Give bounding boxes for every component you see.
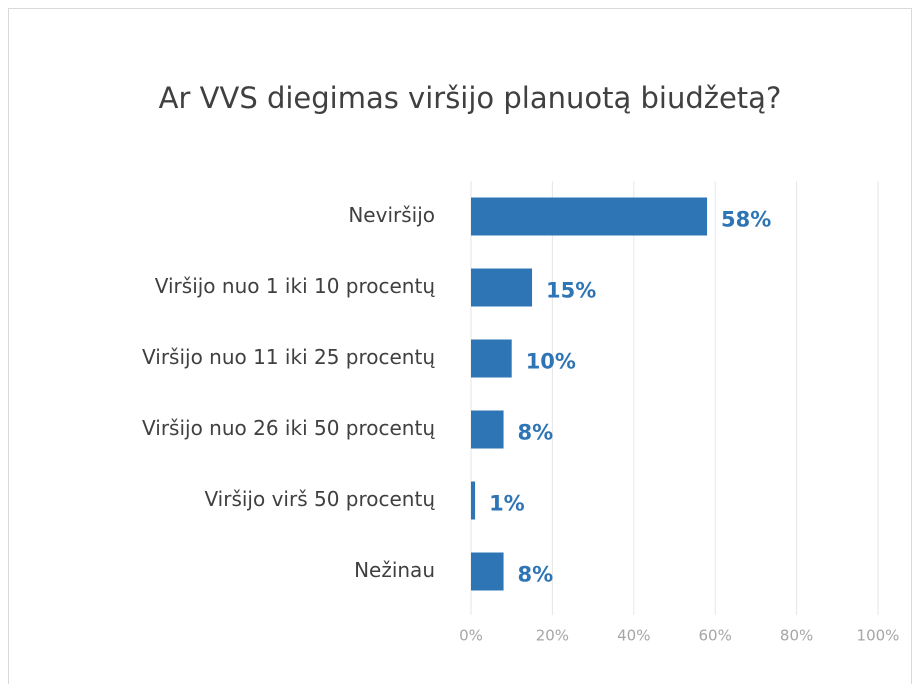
x-tick-label: 20% [536, 627, 569, 645]
y-tick-label: Viršijo nuo 1 iki 10 procentų [155, 274, 436, 298]
x-tick-label: 60% [699, 627, 732, 645]
y-tick-label: Viršijo nuo 26 iki 50 procentų [142, 416, 435, 440]
bar [471, 268, 533, 307]
value-label: 1% [489, 492, 525, 516]
value-label: 10% [526, 350, 576, 374]
bar [471, 197, 708, 236]
x-tick-label: 0% [459, 627, 483, 645]
x-tick-label: 100% [857, 627, 900, 645]
bar [471, 339, 512, 378]
value-label: 8% [518, 563, 554, 587]
bar [471, 410, 504, 449]
bar [471, 552, 504, 591]
chart-title: Ar VVS diegimas viršijo planuotą biudžet… [159, 81, 782, 115]
y-tick-label: Neviršijo [348, 203, 435, 227]
value-label: 15% [546, 279, 596, 303]
value-label: 8% [518, 421, 554, 445]
x-tick-label: 40% [617, 627, 650, 645]
x-tick-label: 80% [780, 627, 813, 645]
chart-frame [8, 8, 912, 684]
value-label: 58% [721, 208, 771, 232]
y-tick-label: Viršijo virš 50 procentų [204, 487, 435, 511]
y-tick-label: Viršijo nuo 11 iki 25 procentų [142, 345, 435, 369]
bar [471, 481, 476, 520]
y-tick-label: Nežinau [354, 558, 435, 582]
